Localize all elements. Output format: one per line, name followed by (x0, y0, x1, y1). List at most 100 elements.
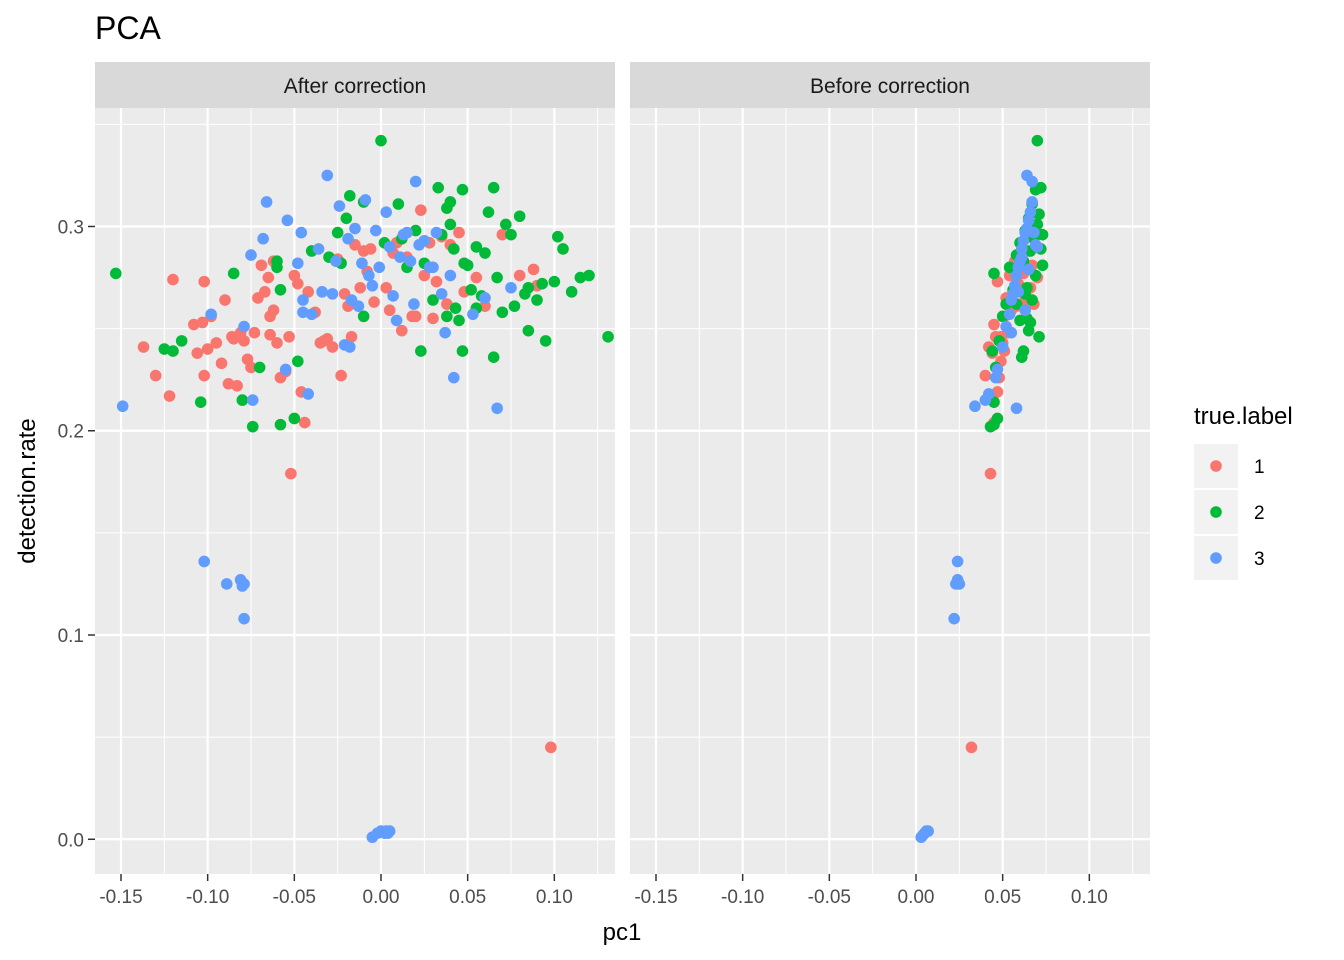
x-tick-label: -0.15 (634, 887, 677, 908)
data-point-group-2 (500, 218, 512, 231)
data-point-group-2 (548, 275, 561, 288)
data-point-group-1 (191, 347, 204, 359)
data-point-group-3 (950, 578, 962, 590)
data-point-group-1 (965, 741, 978, 754)
data-point-group-1 (201, 343, 214, 355)
data-point-group-3 (370, 224, 382, 237)
data-point-group-3 (326, 288, 339, 300)
data-point-group-1 (368, 296, 380, 308)
data-point-group-2 (357, 310, 370, 323)
data-point-group-3 (1003, 308, 1016, 321)
x-tick-label: 0.10 (536, 887, 573, 908)
data-point-group-2 (448, 243, 460, 255)
data-point-group-2 (583, 269, 595, 282)
data-point-group-3 (479, 292, 491, 304)
panel-background (95, 108, 615, 874)
data-point-group-2 (1036, 228, 1049, 241)
y-axis-title: detection.rate (14, 418, 41, 563)
panel-points (110, 134, 614, 844)
data-point-group-2 (1022, 324, 1035, 337)
chart-title: PCA (95, 10, 161, 46)
x-tick-label: 0.05 (984, 887, 1021, 908)
data-point-group-2 (522, 281, 535, 294)
legend-key-2 (1210, 506, 1222, 518)
data-point-group-1 (167, 273, 179, 286)
data-point-group-1 (137, 341, 150, 353)
data-point-group-3 (312, 243, 325, 255)
data-point-group-2 (288, 412, 301, 425)
data-point-group-3 (366, 279, 379, 292)
data-point-group-2 (456, 183, 469, 196)
data-point-group-1 (354, 281, 367, 294)
data-point-group-2 (175, 335, 188, 347)
data-point-group-2 (531, 294, 543, 306)
data-point-group-2 (194, 396, 207, 408)
data-point-group-3 (383, 241, 396, 253)
data-point-group-1 (991, 386, 1004, 398)
data-point-group-3 (922, 825, 934, 837)
data-point-group-2 (574, 271, 587, 284)
data-point-group-2 (1033, 208, 1045, 221)
data-point-group-2 (167, 345, 179, 357)
data-point-group-2 (271, 255, 283, 267)
data-point-group-3 (1028, 226, 1040, 239)
data-point-group-3 (435, 288, 448, 300)
data-point-group-2 (513, 210, 526, 223)
data-point-group-3 (401, 226, 413, 239)
data-point-group-3 (333, 200, 346, 212)
data-point-group-3 (297, 306, 309, 319)
panel-points (915, 134, 1049, 844)
data-point-group-2 (392, 198, 405, 210)
legend-keys: 1 2 3 (1194, 444, 1265, 580)
data-point-group-3 (1012, 286, 1025, 298)
data-point-group-2 (110, 267, 122, 280)
x-tick-label: 0.10 (1071, 887, 1108, 908)
panel-gridlines (630, 108, 1150, 874)
data-point-group-2 (456, 345, 469, 357)
data-point-group-1 (264, 328, 276, 341)
data-point-group-2 (444, 218, 457, 231)
data-point-group-3 (948, 612, 960, 625)
data-point-group-1 (545, 741, 557, 754)
panel-strip-before-correction (630, 62, 1150, 108)
data-point-group-3 (297, 294, 309, 306)
data-point-group-1 (248, 326, 261, 339)
data-point-group-2 (1031, 134, 1044, 147)
data-point-group-1 (396, 324, 408, 337)
data-point-group-2 (487, 351, 500, 364)
data-point-group-1 (149, 369, 162, 382)
data-point-group-2 (1014, 314, 1026, 327)
data-point-group-1 (292, 277, 304, 290)
data-point-group-3 (295, 226, 308, 239)
panel-x-axis: -0.15 -0.10 -0.05 0.00 0.05 0.10 (99, 874, 573, 908)
data-point-group-3 (220, 578, 233, 590)
data-point-group-1 (219, 294, 231, 306)
data-point-group-1 (271, 337, 283, 349)
data-point-group-3 (238, 320, 250, 333)
data-point-group-3 (260, 196, 273, 208)
data-point-group-3 (1010, 402, 1023, 415)
data-point-group-2 (274, 418, 287, 431)
data-point-group-2 (449, 302, 462, 314)
data-point-group-1 (470, 271, 483, 284)
data-point-group-3 (246, 394, 259, 406)
data-point-group-3 (408, 298, 420, 310)
data-point-group-3 (505, 281, 517, 294)
data-point-group-3 (1026, 196, 1038, 208)
x-tick-label: 0.00 (898, 887, 935, 908)
data-point-group-3 (951, 555, 964, 568)
panel-strip-label: Before correction (810, 75, 970, 98)
data-point-group-3 (238, 612, 250, 625)
data-point-group-2 (158, 343, 171, 355)
y-tick-label: 0.1 (58, 626, 84, 647)
data-point-group-1 (383, 304, 396, 317)
data-point-group-2 (991, 412, 1004, 425)
data-point-group-3 (356, 257, 368, 270)
x-tick-label: 0.00 (363, 887, 400, 908)
data-point-group-2 (470, 241, 483, 253)
data-point-group-1 (262, 271, 275, 284)
data-point-group-1 (409, 310, 422, 323)
data-point-group-2 (505, 228, 517, 241)
data-point-group-3 (359, 194, 372, 206)
data-point-group-2 (988, 267, 1000, 280)
